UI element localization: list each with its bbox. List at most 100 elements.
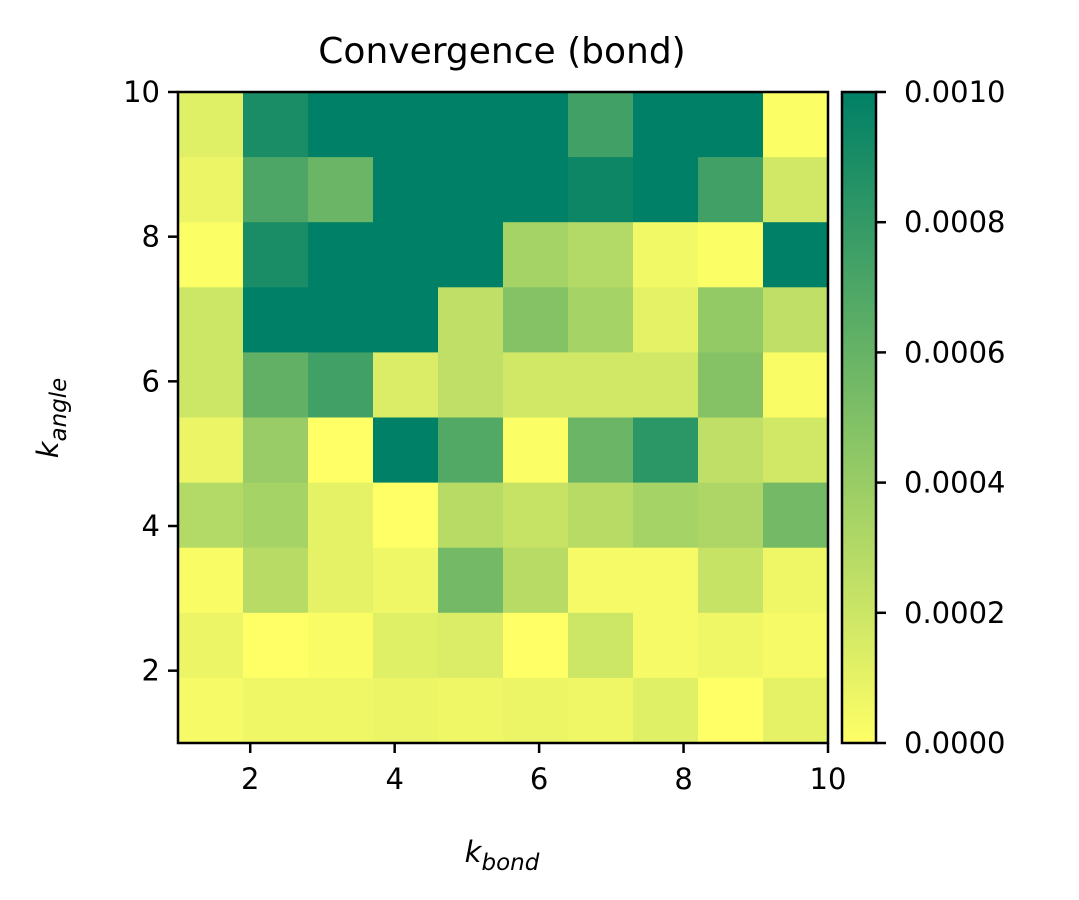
heatmap-cell	[568, 482, 634, 549]
x-axis-label: kbond	[465, 835, 540, 876]
heatmap-cell	[243, 677, 309, 744]
heatmap-cell	[373, 222, 439, 288]
y-axis-label-subscript: angle	[46, 378, 72, 442]
heatmap-cell	[308, 287, 374, 353]
heatmap-cell	[633, 417, 699, 484]
chart-title: Convergence (bond)	[318, 31, 685, 72]
heatmap-cell	[178, 92, 244, 158]
heatmap-cell	[633, 222, 699, 288]
heatmap-cell	[308, 92, 374, 158]
colorbar-tick-label: 0.0002	[904, 596, 1005, 630]
heatmap-cell	[568, 222, 634, 288]
heatmap-cell	[373, 417, 439, 484]
heatmap-cell	[178, 612, 244, 679]
heatmap-cell	[438, 222, 504, 288]
heatmap-cell	[763, 417, 829, 484]
heatmap-cell	[503, 92, 569, 158]
heatmap-cell	[698, 92, 764, 158]
heatmap-cell	[243, 547, 309, 614]
heatmap-cell	[373, 482, 439, 549]
heatmap-cell	[503, 222, 569, 288]
heatmap-cell	[633, 677, 699, 744]
y-axis-label-base: k	[31, 440, 65, 458]
heatmap-cell	[178, 222, 244, 288]
x-axis-ticks: 2 4 6 8 10	[241, 743, 846, 796]
heatmap-cell	[698, 482, 764, 549]
heatmap-cell	[503, 677, 569, 744]
heatmap-cell	[178, 547, 244, 614]
heatmap-cell	[243, 222, 309, 288]
x-axis-label-subscript: bond	[481, 850, 539, 876]
heatmap-cell	[568, 417, 634, 484]
y-axis-label: kangle	[31, 378, 72, 459]
heatmap-cell	[308, 352, 374, 419]
heatmap-cell	[308, 157, 374, 223]
x-tick-label: 4	[385, 762, 403, 796]
heatmap-cell	[633, 157, 699, 223]
heatmap-cell	[698, 287, 764, 353]
heatmap-cell	[633, 547, 699, 614]
colorbar-tick-label: 0.0008	[904, 205, 1005, 239]
x-tick-label: 8	[674, 762, 692, 796]
heatmap-cell	[633, 287, 699, 353]
heatmap-cell	[763, 547, 829, 614]
heatmap-cell	[698, 677, 764, 744]
x-tick-label: 6	[530, 762, 548, 796]
x-tick-label: 10	[810, 762, 847, 796]
heatmap-cell	[308, 677, 374, 744]
y-tick-label: 2	[142, 654, 160, 688]
heatmap-cell	[503, 157, 569, 223]
heatmap-cell	[373, 92, 439, 158]
heatmap-cell	[698, 352, 764, 419]
heatmap-cell	[243, 157, 309, 223]
heatmap-cell	[503, 287, 569, 353]
heatmap-cell	[763, 482, 829, 549]
heatmap-cell	[633, 92, 699, 158]
heatmap-cell	[438, 612, 504, 679]
heatmap-cell	[178, 352, 244, 419]
heatmap-cell	[568, 677, 634, 744]
heatmap-cell	[568, 287, 634, 353]
heatmap-cell	[568, 92, 634, 158]
heatmap-cell	[438, 547, 504, 614]
heatmap-cell	[178, 417, 244, 484]
heatmap-cell	[308, 612, 374, 679]
heatmap-cell	[568, 157, 634, 223]
heatmap-cell	[438, 92, 504, 158]
heatmap-cell	[243, 612, 309, 679]
heatmap-cell	[568, 352, 634, 419]
heatmap-cell	[503, 482, 569, 549]
x-axis-label-base: k	[465, 835, 483, 869]
y-tick-label: 10	[123, 75, 160, 109]
heatmap-cell	[243, 482, 309, 549]
heatmap-cell	[373, 287, 439, 353]
heatmap-cell	[503, 547, 569, 614]
y-tick-label: 4	[142, 509, 160, 543]
colorbar-ticks: 0.0000 0.0002 0.0004 0.0006 0.0008 0.0010	[876, 75, 1005, 760]
colorbar-tick-label: 0.0000	[904, 726, 1005, 760]
heatmap-cell	[243, 92, 309, 158]
heatmap-cell	[373, 677, 439, 744]
heatmap-cell	[633, 612, 699, 679]
heatmap-cell	[698, 547, 764, 614]
y-tick-label: 6	[142, 364, 160, 398]
heatmap-cell	[438, 287, 504, 353]
heatmap-cell	[763, 222, 829, 288]
heatmap-cell	[373, 352, 439, 419]
heatmap-cell	[243, 417, 309, 484]
heatmap-cell	[698, 417, 764, 484]
heatmap-cell	[373, 157, 439, 223]
heatmap-cell	[373, 612, 439, 679]
heatmap-cell	[308, 482, 374, 549]
y-tick-label: 8	[142, 220, 160, 254]
heatmap-cell	[568, 547, 634, 614]
heatmap-cell	[308, 222, 374, 288]
heatmap-cell	[763, 287, 829, 353]
heatmap-cell	[438, 417, 504, 484]
heatmap-cell	[633, 482, 699, 549]
heatmap-cell	[178, 287, 244, 353]
heatmap-cell	[243, 352, 309, 419]
heatmap-cell	[503, 612, 569, 679]
heatmap-cell	[373, 547, 439, 614]
